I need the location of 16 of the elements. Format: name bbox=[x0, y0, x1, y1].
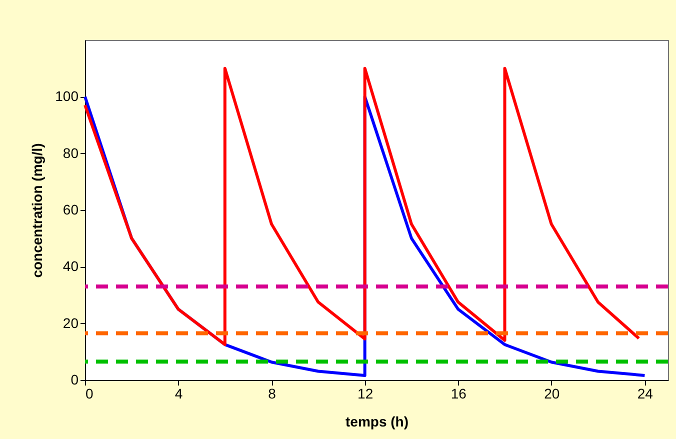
y-tick-label: 20 bbox=[62, 314, 79, 331]
y-tick-label: 100 bbox=[55, 88, 79, 104]
x-tick-label: 12 bbox=[358, 386, 374, 402]
y-tick-label: 60 bbox=[62, 202, 79, 218]
x-tick-label: 0 bbox=[86, 386, 94, 402]
x-tick-label: 20 bbox=[544, 386, 560, 402]
x-tick-label: 24 bbox=[637, 386, 654, 402]
x-tick-label: 8 bbox=[268, 386, 276, 402]
y-axis-title: concentration (mg/l) bbox=[29, 143, 46, 278]
line-series bbox=[84, 66, 640, 346]
y-tick-label: 0 bbox=[70, 372, 79, 388]
y-tick-label: 80 bbox=[62, 144, 79, 161]
y-tick-label: 40 bbox=[62, 258, 79, 274]
x-axis-title: temps (h) bbox=[346, 414, 408, 430]
x-tick-label: 16 bbox=[450, 386, 467, 402]
x-tick-label: 4 bbox=[174, 386, 183, 402]
